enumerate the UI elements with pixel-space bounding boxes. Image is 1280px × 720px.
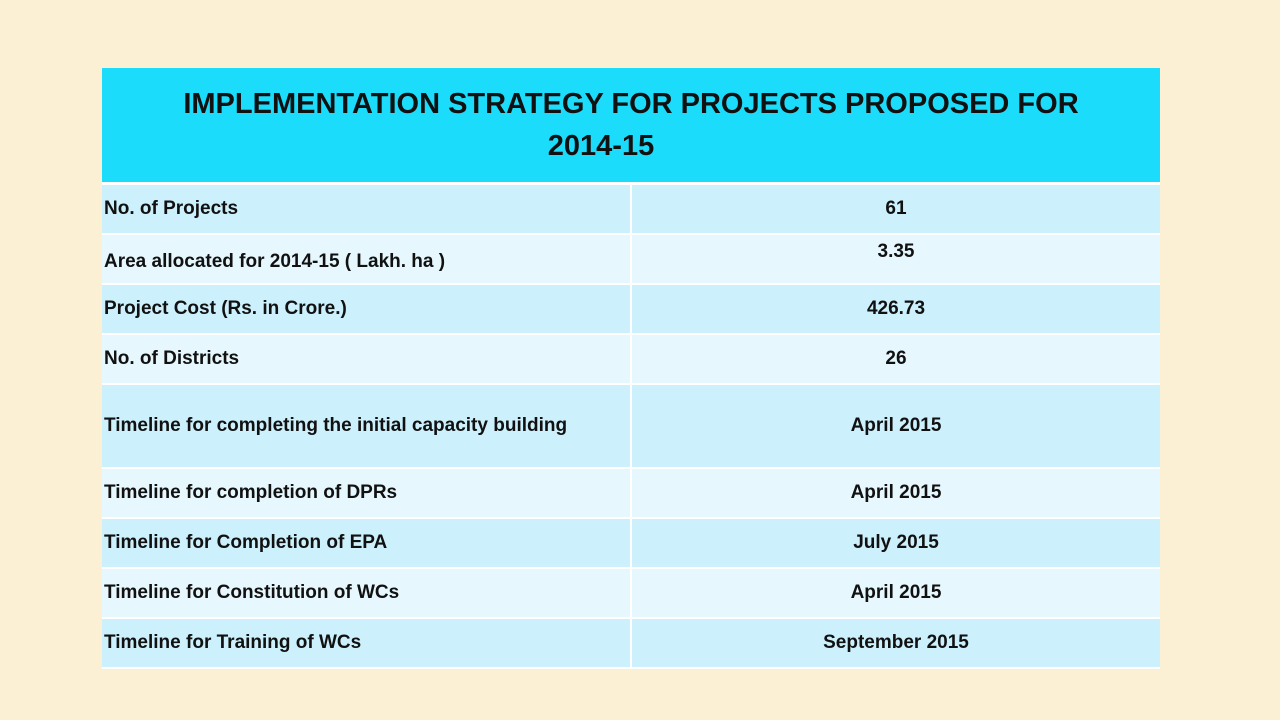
table-row: No. of Districts 26: [102, 333, 1160, 385]
table-row: Area allocated for 2014-15 ( Lakh. ha ) …: [102, 233, 1160, 285]
row-value: 26: [631, 333, 1160, 385]
table-row: No. of Projects 61: [102, 183, 1160, 235]
table-title-line2: 2014-15: [547, 130, 655, 162]
row-label: No. of Projects: [102, 183, 632, 235]
table-row: Project Cost (Rs. in Crore.) 426.73: [102, 283, 1160, 335]
table-title-line1: IMPLEMENTATION STRATEGY FOR PROJECTS PRO…: [183, 88, 1079, 120]
row-label: Timeline for Training of WCs: [102, 617, 632, 669]
row-label: Timeline for completing the initial capa…: [102, 383, 632, 469]
strategy-table: IMPLEMENTATION STRATEGY FOR PROJECTS PRO…: [102, 68, 1160, 669]
table-row: Timeline for Constitution of WCs April 2…: [102, 567, 1160, 619]
row-label: Timeline for Constitution of WCs: [102, 567, 632, 619]
row-value: April 2015: [631, 567, 1160, 619]
row-label: Area allocated for 2014-15 ( Lakh. ha ): [102, 233, 632, 285]
table-row: Timeline for Completion of EPA July 2015: [102, 517, 1160, 569]
row-value: 61: [631, 183, 1160, 235]
row-value: September 2015: [631, 617, 1160, 669]
row-value: July 2015: [631, 517, 1160, 569]
row-label: Timeline for Completion of EPA: [102, 517, 632, 569]
row-value: April 2015: [631, 383, 1160, 469]
table-row: Timeline for Training of WCs September 2…: [102, 617, 1160, 669]
row-label: No. of Districts: [102, 333, 632, 385]
table-row: Timeline for completion of DPRs April 20…: [102, 467, 1160, 519]
row-label: Timeline for completion of DPRs: [102, 467, 632, 519]
table-title: IMPLEMENTATION STRATEGY FOR PROJECTS PRO…: [102, 68, 1160, 185]
row-value: 426.73: [631, 283, 1160, 335]
row-label: Project Cost (Rs. in Crore.): [102, 283, 632, 335]
row-value: 3.35: [631, 233, 1160, 285]
table-row: Timeline for completing the initial capa…: [102, 383, 1160, 469]
row-value: April 2015: [631, 467, 1160, 519]
table-header-row: IMPLEMENTATION STRATEGY FOR PROJECTS PRO…: [102, 68, 1160, 185]
